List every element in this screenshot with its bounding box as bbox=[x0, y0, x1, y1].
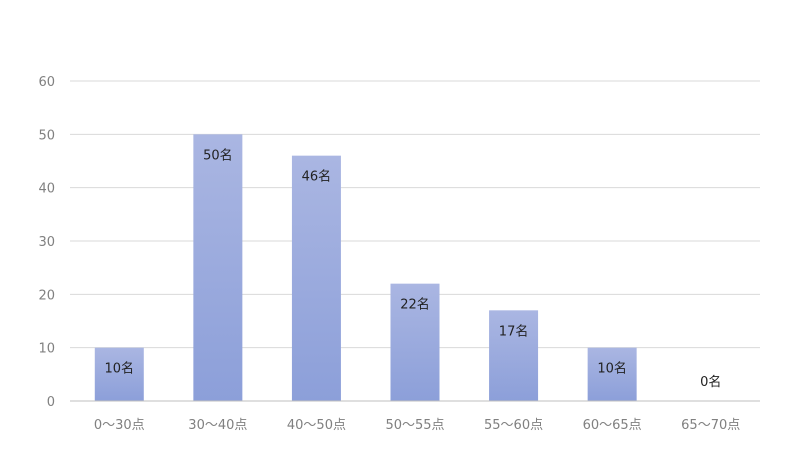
y-tick-label: 60 bbox=[38, 75, 55, 90]
data-label: 50名 bbox=[203, 147, 233, 163]
y-tick-label: 20 bbox=[38, 288, 55, 303]
x-tick-label: 30〜40点 bbox=[188, 418, 247, 433]
bar bbox=[390, 283, 440, 401]
x-tick-label: 60〜65点 bbox=[583, 418, 642, 433]
x-tick-label: 50〜55点 bbox=[385, 418, 444, 433]
y-tick-label: 10 bbox=[38, 342, 55, 357]
x-tick-label: 65〜70点 bbox=[681, 418, 740, 433]
bar bbox=[291, 155, 341, 401]
bar bbox=[587, 347, 637, 401]
y-tick-label: 40 bbox=[38, 182, 55, 197]
data-label: 0名 bbox=[700, 374, 721, 390]
data-label: 10名 bbox=[105, 361, 135, 377]
data-label: 22名 bbox=[400, 297, 430, 313]
y-tick-label: 30 bbox=[38, 235, 55, 250]
y-axis-ticks: 0 10 20 30 40 50 60 bbox=[38, 75, 55, 410]
bars bbox=[94, 134, 637, 402]
y-tick-label: 50 bbox=[38, 128, 55, 143]
x-tick-label: 0〜30点 bbox=[94, 418, 145, 433]
bar bbox=[193, 134, 243, 402]
bar bbox=[489, 310, 539, 401]
y-tick-label: 0 bbox=[47, 395, 55, 410]
gridlines bbox=[70, 80, 760, 349]
x-axis-ticks: 0〜30点 30〜40点 40〜50点 50〜55点 55〜60点 60〜65点 65〜70… bbox=[94, 418, 740, 433]
data-labels: 10名 50名 46名 22名 17名 10名 0名 bbox=[105, 147, 722, 390]
data-label: 17名 bbox=[499, 323, 529, 339]
x-tick-label: 55〜60点 bbox=[484, 418, 543, 433]
data-label: 10名 bbox=[597, 361, 627, 377]
data-label: 46名 bbox=[302, 169, 332, 185]
x-tick-label: 40〜50点 bbox=[287, 418, 346, 433]
bar bbox=[94, 347, 144, 401]
